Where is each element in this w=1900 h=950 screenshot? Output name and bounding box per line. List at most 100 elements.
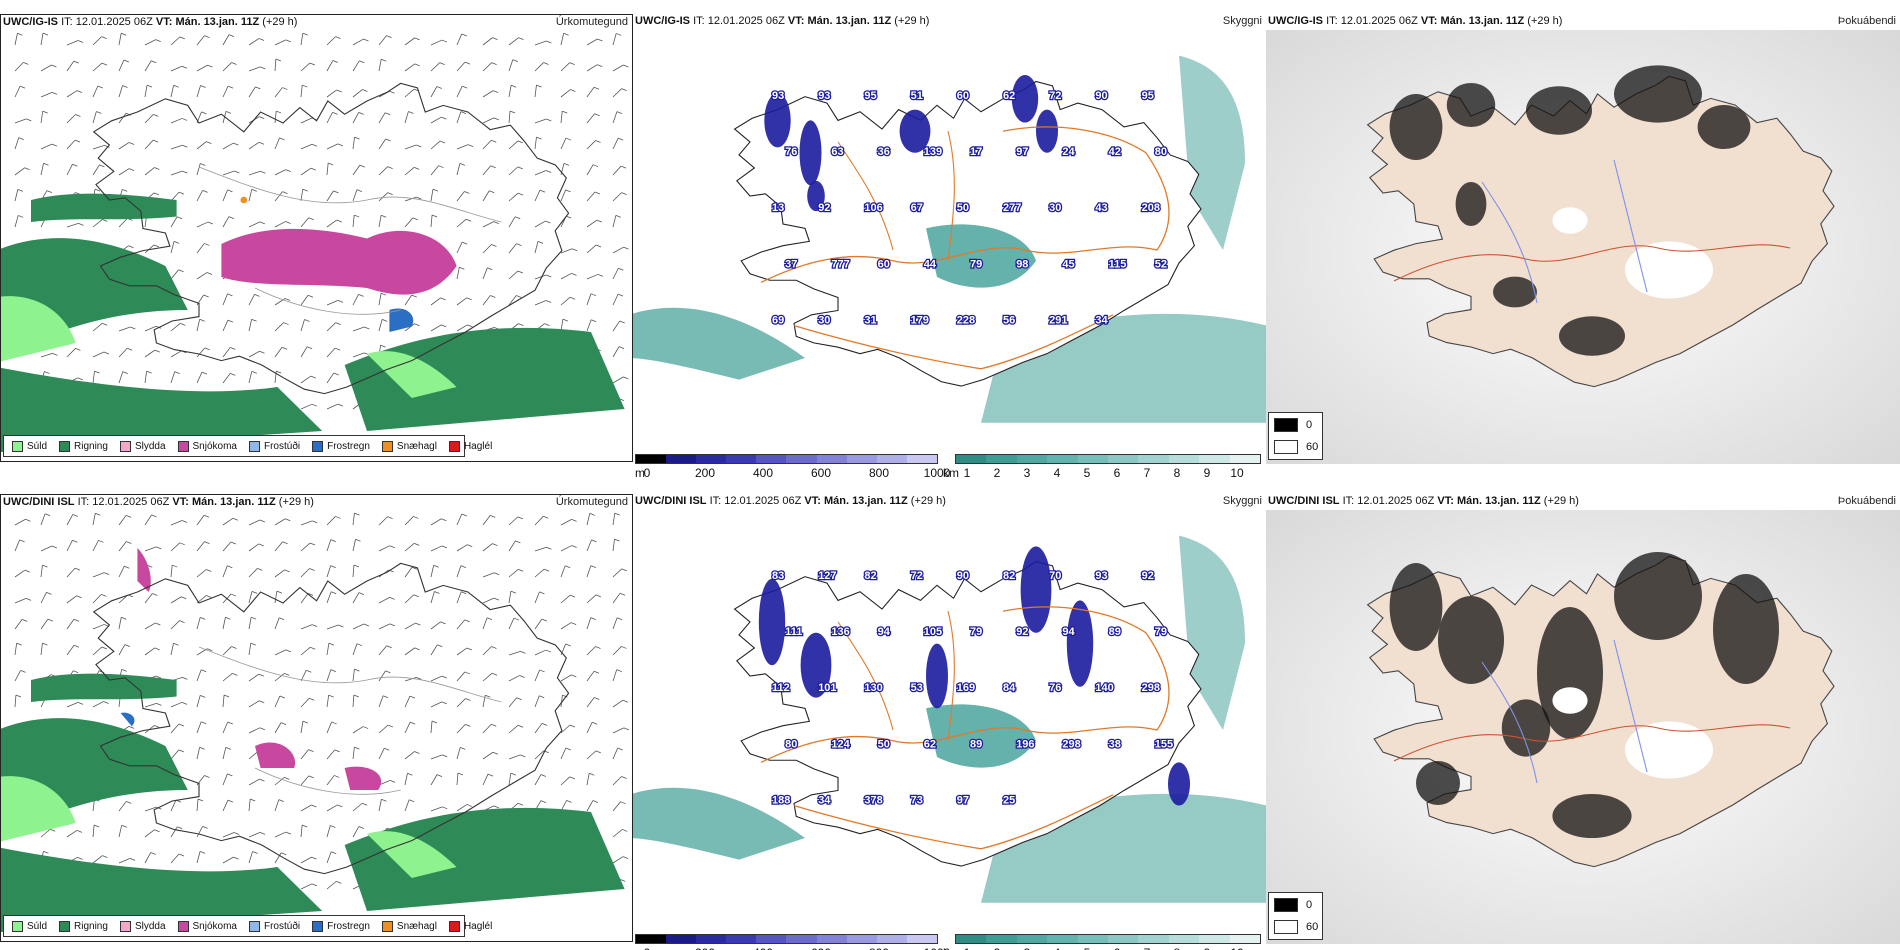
wind-barb [196, 35, 205, 46]
wind-barb [118, 59, 125, 72]
wind-barb-flag [414, 647, 420, 651]
wind-barb-flag [614, 538, 620, 542]
it-label: IT: [1342, 495, 1355, 507]
wind-barb-flag [597, 64, 603, 68]
wind-barb-flag [464, 191, 470, 194]
wind-barb [456, 218, 467, 228]
wind-barb [430, 215, 433, 228]
rain-area [344, 807, 625, 911]
wind-barb [508, 216, 516, 228]
wind-barb [482, 267, 488, 280]
wind-barb [586, 539, 592, 552]
wind-barb [222, 799, 229, 812]
wind-barb [456, 671, 466, 682]
legend-label: Frostúði [263, 920, 301, 932]
wind-barb [196, 669, 202, 682]
wind-barb-flag [173, 642, 179, 646]
wind-barb-flag [77, 40, 84, 43]
wind-barb [170, 65, 183, 72]
wind-barb [248, 778, 260, 786]
wind-barb [612, 727, 625, 734]
visibility-value: 80 [1155, 146, 1167, 158]
wind-barb [404, 516, 414, 526]
tick-label: 0 [644, 946, 651, 950]
wind-barb [534, 774, 542, 786]
wind-barb-flag [336, 89, 342, 93]
wind-barb-flag [353, 694, 360, 698]
visibility-value: 97 [957, 795, 969, 807]
wind-barb [586, 38, 598, 46]
wind-barb [482, 572, 495, 578]
wind-barb [14, 62, 24, 72]
wind-barb-flag [251, 188, 257, 192]
wind-barb-flag [486, 617, 493, 621]
km-unit: km [943, 946, 959, 950]
visibility-value: 179 [911, 315, 929, 327]
wind-barb-flag [387, 166, 393, 170]
very-low-visibility-area [926, 643, 948, 709]
wind-barb-flag [101, 646, 108, 650]
wind-barb [430, 518, 442, 526]
wind-barb [170, 826, 178, 838]
wind-barb-flag [125, 514, 132, 518]
wind-barb [144, 647, 155, 656]
wind-barb-flag [257, 568, 263, 571]
wind-barb [248, 851, 253, 864]
wind-barb-flag [42, 110, 48, 114]
wind-barb [612, 320, 621, 332]
wind-barb-flag [311, 143, 318, 147]
wind-barb-flag [312, 624, 318, 628]
wind-barb-flag [206, 569, 212, 572]
wind-barb-flag [466, 647, 472, 651]
wind-barb-flag [179, 620, 185, 623]
wind-barb-flag [259, 832, 266, 835]
wind-barb [326, 804, 338, 812]
wind-barb [352, 137, 355, 150]
low-visibility-area [926, 704, 1036, 768]
wind-barb-flag [517, 166, 523, 170]
road-network [793, 794, 1114, 850]
wind-barb [196, 85, 201, 98]
wind-barb [456, 111, 462, 124]
visibility-value: 93 [818, 90, 830, 102]
wind-barb [326, 347, 336, 358]
wind-barb-flag [260, 170, 266, 174]
wind-barb-flag [93, 824, 100, 828]
wind-barb [560, 296, 571, 306]
wind-barb-flag [302, 720, 309, 724]
wind-barb [170, 241, 175, 254]
wind-barb-flag [233, 832, 240, 835]
legend-label: Slydda [134, 440, 166, 452]
wind-barb-flag [569, 594, 576, 598]
wind-barb-flag [464, 671, 471, 675]
visibility-value: 196 [1016, 738, 1034, 750]
wind-barb-flag [228, 216, 235, 219]
wind-barb-flag [44, 513, 51, 517]
wind-barb [378, 215, 382, 228]
wind-barb-flag [332, 111, 338, 115]
wind-barb-flag [279, 137, 285, 141]
panel-variable-label: Úrkomutegund [555, 16, 628, 28]
wind-barb [560, 248, 573, 254]
wind-barb [40, 513, 46, 526]
wind-barb-flag [565, 137, 572, 141]
wind-barb-flag [51, 91, 58, 95]
wind-barb [378, 695, 384, 708]
wind-barb [612, 513, 616, 526]
wind-barb-flag [565, 747, 571, 751]
wind-barb-flag [387, 516, 393, 519]
wind-barb [40, 91, 53, 98]
wind-barb-flag [358, 293, 364, 297]
wind-barb [482, 724, 492, 734]
wind-barb [222, 189, 228, 202]
wind-barb [534, 695, 540, 708]
legend-item: Frostregn [312, 440, 370, 452]
wind-barb-flag [154, 167, 160, 170]
fog-map [1266, 510, 1900, 944]
wind-barb-flag [227, 189, 233, 193]
panel-variable-label: Úrkomutegund [555, 496, 628, 508]
wind-barb-flag [539, 591, 545, 595]
wind-barb-flag [17, 188, 24, 192]
wind-barb-flag [356, 189, 363, 193]
